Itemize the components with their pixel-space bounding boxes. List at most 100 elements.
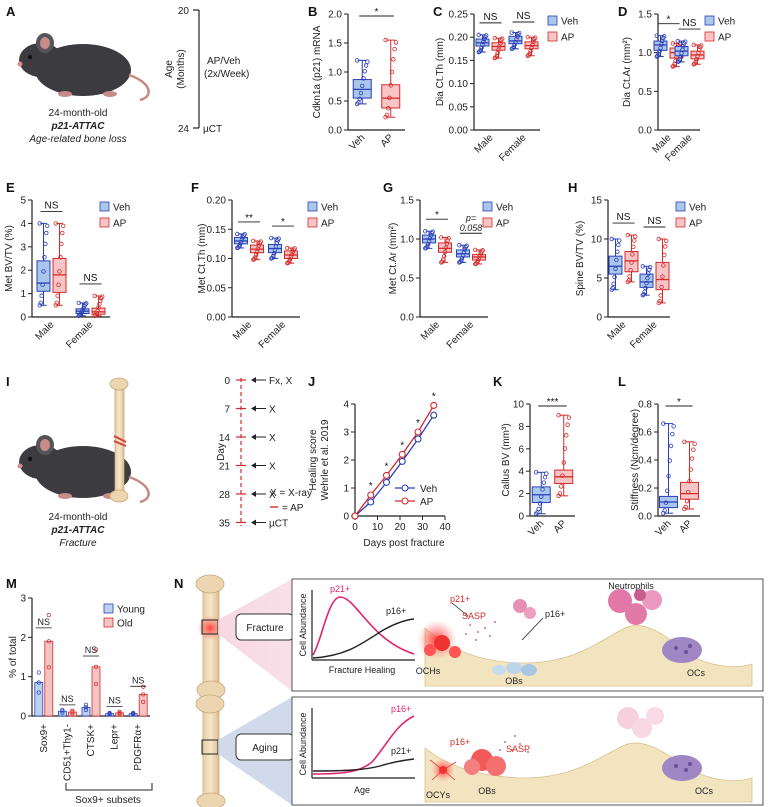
x-tick-label-j: 20 <box>394 522 406 533</box>
panel-letter-f: F <box>191 180 199 195</box>
y-tick-label-l: 0.0 <box>638 512 652 523</box>
sig-label-h: NS <box>648 216 662 227</box>
box-g-veh-point <box>427 236 433 241</box>
box-h-veh-point <box>645 276 650 281</box>
mouse-strain-i: p21-ATTAC <box>51 525 106 536</box>
sig-label-e: NS <box>45 200 59 211</box>
y-axis-label-e: Met BV/TV (%) <box>4 225 15 292</box>
sig-label-c: NS <box>484 12 498 23</box>
box-h-veh-point <box>617 238 622 243</box>
series-point-veh <box>382 478 391 486</box>
chart-m: 0 1 2 3 % of total NS Sox9+ NS CD51+Thy1- NS CTSK+… <box>8 594 153 806</box>
box-h-ap-point <box>632 238 637 243</box>
box-d-veh-point <box>656 51 661 57</box>
x-tick-label-k: Veh <box>526 518 546 538</box>
box-e-ap-point <box>59 241 64 247</box>
box-l-veh-point <box>665 488 670 493</box>
panel-n: N Fracture Aging Cell Abund <box>174 574 764 807</box>
mouse-age-a: 24-month-old <box>49 108 108 119</box>
y-tick-label-c: 0.15 <box>449 56 469 67</box>
event-label-21: X <box>269 462 276 473</box>
fracture-cell-illustration: Neutrophils p21+ SASP p16+ OCHs OBs OCs <box>416 581 753 687</box>
box-b-ap-point <box>391 57 396 62</box>
y-tick-label-m: 2 <box>20 633 26 644</box>
age-axis-unit: (Months) <box>176 49 187 88</box>
sig-label-g: p= <box>465 213 476 223</box>
box-g-ap-point <box>442 249 448 255</box>
box-e-veh-point <box>37 303 42 308</box>
box-l-ap-point <box>682 439 687 444</box>
box-e-veh-point <box>83 302 88 307</box>
chart-e: 0 1 2 3 4 5 Met BV/TV (%) Male NS Female NS Veh AP <box>4 196 130 351</box>
box-d-veh-point <box>681 44 686 49</box>
day-axis-label: Day <box>216 443 227 461</box>
box-b-veh-point <box>365 59 370 64</box>
y-axis-label-c: Dia Ct.Th (mm) <box>435 38 446 106</box>
box-d-veh-point <box>683 39 688 44</box>
box-k-veh-point <box>539 494 544 499</box>
point-young-0 <box>36 670 41 675</box>
box-c-veh-point <box>514 37 519 42</box>
x-tick-label-b: AP <box>379 132 396 149</box>
series-point-veh <box>430 411 438 419</box>
sig-label-g: 0.058 <box>460 223 483 233</box>
sig-label-m: NS <box>108 696 121 706</box>
aging-xlabel: Age <box>354 785 370 795</box>
point-young-3 <box>107 710 112 715</box>
legend-label-d: AP <box>718 33 732 44</box>
legend-label-m: Old <box>117 619 133 630</box>
box-d-veh-point <box>660 38 665 44</box>
box-d-ap-point <box>670 41 675 46</box>
sig-label-l: * <box>677 397 681 408</box>
point-old-0 <box>46 639 51 644</box>
y-tick-label-e: 4 <box>20 219 26 230</box>
box-l-ap-point <box>687 479 692 484</box>
box-f-veh-point <box>235 231 240 237</box>
box-f-ap-point <box>289 252 295 257</box>
box-c-veh-point <box>517 30 522 36</box>
box-h-veh-point <box>613 266 618 271</box>
femur-top-illustration <box>195 574 226 700</box>
box-g-veh-point <box>459 255 465 261</box>
box-e-veh-point <box>42 255 47 260</box>
box-l-ap-point <box>686 490 691 495</box>
box-b-ap-point <box>383 115 388 120</box>
box-f-veh-point <box>274 240 280 246</box>
sig-label-m: NS <box>85 645 98 655</box>
chart-k: 0 2 4 6 8 10 Callus BV (mm³) Veh AP *** <box>501 397 575 538</box>
y-tick-label-g: 1.5 <box>400 196 414 207</box>
fracture-p16-label: p16+ <box>386 606 406 616</box>
y-axis-label-j: Wehrle et al. 2019 <box>320 419 331 500</box>
series-point-ap <box>367 491 375 499</box>
box-l-ap-point <box>691 447 696 452</box>
x-tick-label-m: Lepr+ <box>110 724 121 750</box>
box-f-ap-point <box>286 259 292 264</box>
fracture-label: Fracture <box>246 623 284 634</box>
box-l-veh-point <box>668 443 674 449</box>
point-young-2 <box>83 702 89 707</box>
box-b-ap-point <box>384 112 390 118</box>
y-tick-label-f: 0.05 <box>207 283 227 294</box>
fracture-timeline: 0 Fx, X 7 X 14 X 21 X 28 X 35 µCT <box>219 376 293 530</box>
panel-letter-k: K <box>493 374 503 389</box>
bar-young-0 <box>34 682 44 717</box>
box-e-veh-point <box>43 241 48 247</box>
box-d-ap-point <box>691 42 696 48</box>
box-g-ap-point <box>441 253 447 259</box>
y-tick-label-j: 1 <box>343 484 349 495</box>
box-b-ap-point <box>388 83 393 88</box>
y-tick-label-f: 0.20 <box>207 196 227 207</box>
box-h-ap-point <box>657 298 662 304</box>
series-point-ap <box>430 401 438 409</box>
panel-letter-m: M <box>6 576 17 591</box>
box-h-veh-box <box>608 255 623 275</box>
y-tick-label-e: 0 <box>20 313 26 324</box>
sig-label-e: NS <box>84 273 98 284</box>
box-h-ap-point <box>663 244 668 249</box>
sig-label-c: NS <box>517 11 531 22</box>
aging-p16-label: p16+ <box>391 704 411 714</box>
fracture-abundance-chart: Cell Abundance Fracture Healing p21+ p16… <box>298 584 415 675</box>
subset-label-m: Sox9+ subsets <box>75 795 141 806</box>
legend-swatch-d <box>704 15 715 26</box>
